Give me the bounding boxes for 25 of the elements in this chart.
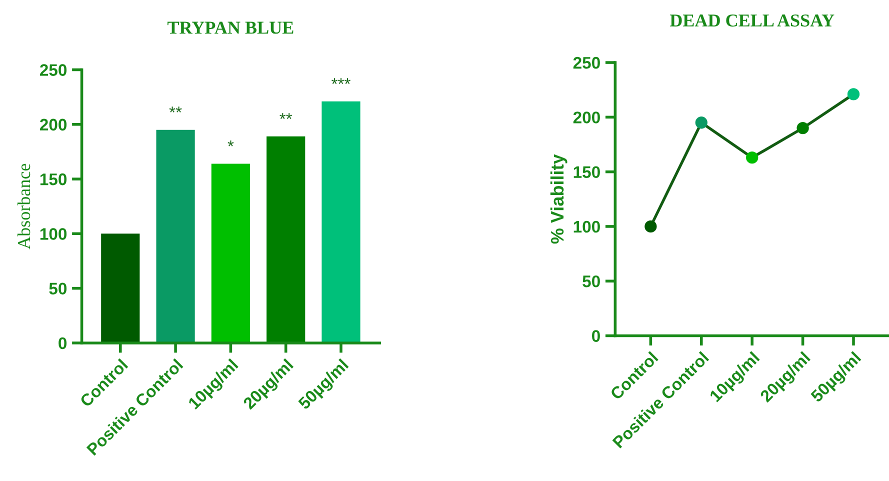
y-axis-title: % Viability — [550, 154, 568, 244]
y-tick-label: 250 — [40, 64, 67, 76]
y-tick-label: 200 — [40, 118, 67, 131]
y-tick-label: 100 — [574, 220, 600, 233]
annotation: ** — [169, 106, 182, 112]
y-tick-label: 250 — [573, 56, 600, 69]
bar — [156, 130, 195, 343]
y-tick-label: 150 — [40, 173, 67, 186]
y-tick-label: 50 — [49, 282, 67, 295]
y-tick-label: 0 — [592, 330, 600, 342]
annotation: * — [228, 140, 234, 146]
chart-title: DEAD CELL ASSAY — [670, 14, 834, 27]
y-tick-label: 50 — [582, 275, 600, 288]
y-tick-label: 100 — [40, 228, 67, 240]
annotation: *** — [332, 78, 350, 84]
y-tick-label: 200 — [573, 112, 600, 124]
bar — [101, 234, 140, 343]
bar — [266, 136, 306, 343]
y-axis-title: Absorbance — [17, 164, 30, 250]
bar — [322, 101, 360, 343]
y-tick-label: 0 — [58, 337, 67, 350]
annotation: ** — [280, 113, 292, 119]
y-tick-label: 150 — [574, 166, 600, 178]
bar — [211, 164, 250, 343]
chart-title: TRYPAN BLUE — [168, 22, 294, 34]
